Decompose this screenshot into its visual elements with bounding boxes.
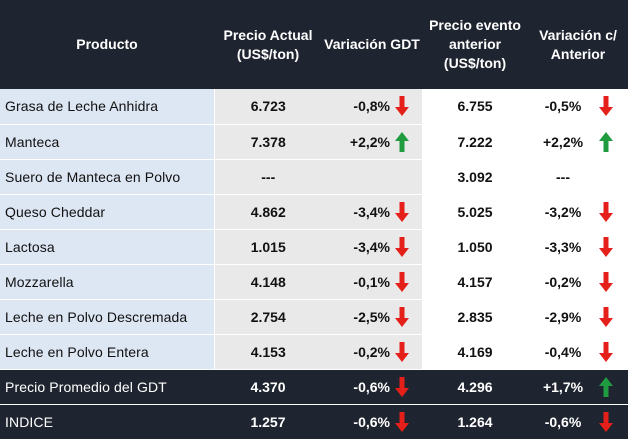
previous-change: -3,3%	[528, 229, 599, 264]
header-previous-price: Precio evento anterior (US$/ton)	[422, 0, 529, 89]
arrow-down-icon	[394, 404, 423, 439]
gdt-change: -0,2%	[322, 334, 394, 369]
current-price: 4.862	[213, 194, 322, 229]
arrow-down-icon	[598, 229, 628, 264]
gdt-change	[322, 159, 394, 194]
table-body: Grasa de Leche Anhidra 6.723 -0,8% 6.755 -0,…	[0, 89, 628, 439]
previous-change: +2,2%	[528, 124, 599, 159]
gdt-change: -2,5%	[322, 299, 394, 334]
product-name: Grasa de Leche Anhidra	[0, 89, 214, 124]
previous-change: +1,7%	[528, 369, 599, 404]
previous-price: 1.050	[422, 229, 529, 264]
current-price: 4.370	[214, 369, 322, 404]
previous-change-arrow-empty	[598, 159, 628, 194]
header-product: Producto	[0, 0, 214, 89]
current-price: 2.754	[213, 299, 322, 334]
previous-price: 4.296	[422, 369, 529, 404]
arrow-up-icon	[394, 124, 423, 159]
arrow-down-icon	[394, 369, 423, 404]
arrow-down-icon	[598, 194, 628, 229]
previous-price: 1.264	[422, 404, 529, 439]
gdt-change: -0,6%	[322, 404, 394, 439]
product-name: Leche en Polvo Descremada	[0, 299, 214, 334]
arrow-down-icon	[598, 334, 628, 369]
previous-change: -0,5%	[528, 89, 599, 124]
table-row: Precio Promedio del GDT 4.370 -0,6% 4.296 +1…	[0, 369, 628, 404]
table-row: Leche en Polvo Entera 4.153 -0,2% 4.169 -0,4…	[0, 334, 628, 369]
product-name: Lactosa	[0, 229, 214, 264]
table-row: Lactosa 1.015 -3,4% 1.050 -3,3%	[0, 229, 628, 264]
previous-change: -0,2%	[528, 264, 599, 299]
table-row: Mozzarella 4.148 -0,1% 4.157 -0,2%	[0, 264, 628, 299]
arrow-down-icon	[394, 89, 423, 124]
previous-change: -2,9%	[528, 299, 599, 334]
previous-change: ---	[528, 159, 599, 194]
gdt-change: +2,2%	[322, 124, 394, 159]
previous-price: 2.835	[422, 299, 529, 334]
product-name: Queso Cheddar	[0, 194, 214, 229]
previous-price: 4.169	[422, 334, 529, 369]
current-price: 1.257	[214, 404, 322, 439]
arrow-down-icon	[394, 229, 423, 264]
current-price: 7.378	[213, 124, 322, 159]
product-name: Manteca	[0, 124, 214, 159]
previous-price: 6.755	[422, 89, 529, 124]
arrow-down-icon	[598, 404, 628, 439]
previous-price: 4.157	[422, 264, 529, 299]
previous-change: -0,4%	[528, 334, 599, 369]
gdt-change: -3,4%	[322, 194, 394, 229]
previous-price: 3.092	[422, 159, 529, 194]
product-name: Precio Promedio del GDT	[0, 369, 214, 404]
current-price: 6.723	[213, 89, 322, 124]
current-price: 4.148	[213, 264, 322, 299]
product-name: Leche en Polvo Entera	[0, 334, 214, 369]
previous-change: -3,2%	[528, 194, 599, 229]
table-row: Suero de Manteca en Polvo --- 3.092 ---	[0, 159, 628, 194]
header-gdt-change: Variación GDT	[322, 0, 423, 89]
arrow-up-icon	[598, 124, 628, 159]
header-row: Producto Precio Actual (US$/ton) Variaci…	[0, 0, 628, 89]
arrow-down-icon	[598, 299, 628, 334]
header-previous-change: Variación c/ Anterior	[528, 0, 628, 89]
product-name: Suero de Manteca en Polvo	[0, 159, 214, 194]
table-row: Manteca 7.378 +2,2% 7.222 +2,2%	[0, 124, 628, 159]
gdt-change: -0,6%	[322, 369, 394, 404]
arrow-down-icon	[394, 194, 423, 229]
arrow-down-icon	[394, 334, 423, 369]
previous-price: 5.025	[422, 194, 529, 229]
arrow-down-icon	[598, 264, 628, 299]
gdt-change: -0,1%	[322, 264, 394, 299]
table-row: Leche en Polvo Descremada 2.754 -2,5% 2.835…	[0, 299, 628, 334]
table-row: Grasa de Leche Anhidra 6.723 -0,8% 6.755 -0,…	[0, 89, 628, 124]
header-current-price: Precio Actual (US$/ton)	[214, 0, 322, 89]
current-price: 4.153	[213, 334, 322, 369]
gdt-change: -3,4%	[322, 229, 394, 264]
arrow-down-icon	[394, 264, 423, 299]
previous-price: 7.222	[422, 124, 529, 159]
arrow-down-icon	[394, 299, 423, 334]
product-name: INDICE	[0, 404, 214, 439]
product-name: Mozzarella	[0, 264, 214, 299]
arrow-up-icon	[598, 369, 628, 404]
arrow-down-icon	[598, 89, 628, 124]
table-row: Queso Cheddar 4.862 -3,4% 5.025 -3,2%	[0, 194, 628, 229]
current-price: ---	[213, 159, 322, 194]
previous-change: -0,6%	[528, 404, 599, 439]
gdt-change: -0,8%	[322, 89, 394, 124]
current-price: 1.015	[213, 229, 322, 264]
gdt-change-arrow-empty	[394, 159, 423, 194]
table-row: INDICE 1.257 -0,6% 1.264 -0,6%	[0, 404, 628, 439]
